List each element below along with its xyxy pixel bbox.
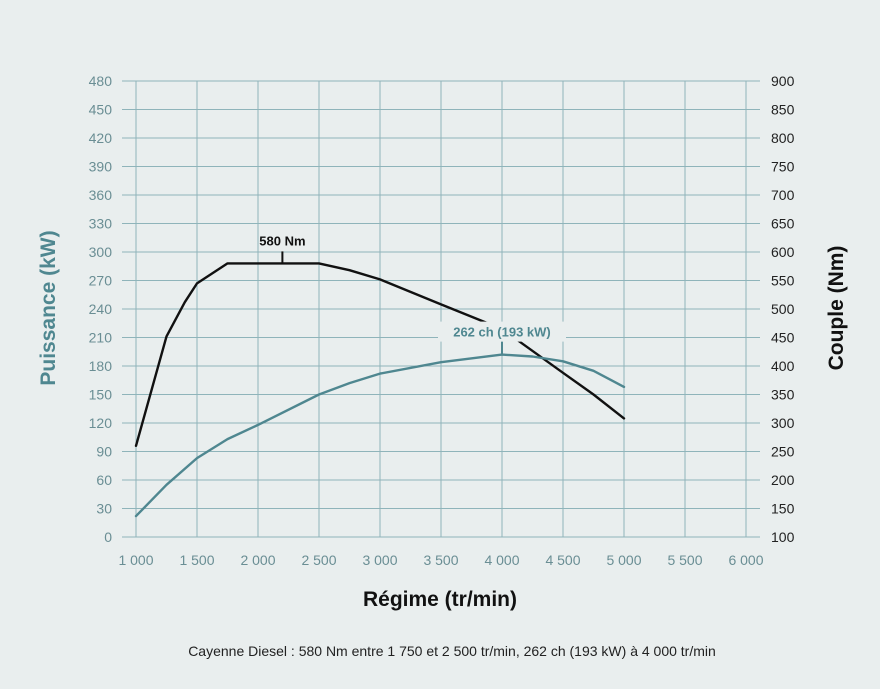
- grid: [122, 80, 760, 538]
- y-right-tick-label: 450: [771, 330, 795, 346]
- y-right-tick-label: 200: [771, 472, 795, 488]
- x-tick-label: 3 000: [362, 552, 397, 568]
- x-tick-label: 4 500: [545, 552, 580, 568]
- power-annotation-label: 262 ch (193 kW): [453, 325, 551, 340]
- y-left-tick-label: 30: [96, 501, 112, 517]
- annotations: 580 Nm 262 ch (193 kW): [259, 233, 566, 355]
- y-right-tick-label: 100: [771, 529, 795, 545]
- y-left-tick-label: 0: [104, 529, 112, 545]
- y-right-tick-label: 500: [771, 301, 795, 317]
- y-left-tick-label: 180: [89, 358, 113, 374]
- y-axis-right-title: Couple (Nm): [825, 246, 848, 371]
- y-right-tick-label: 150: [771, 501, 795, 517]
- y-left-tick-label: 150: [89, 387, 113, 403]
- y-left-tick-label: 90: [96, 444, 112, 460]
- y-left-tick-label: 390: [89, 159, 113, 175]
- y-right-tick-label: 250: [771, 444, 795, 460]
- torque-line: [134, 262, 626, 447]
- y-right-tick-label: 650: [771, 216, 795, 232]
- x-tick-label: 2 500: [301, 552, 336, 568]
- y-left-tick-label: 60: [96, 472, 112, 488]
- x-tick-label: 2 000: [240, 552, 275, 568]
- y-right-tick-label: 550: [771, 273, 795, 289]
- y-left-tick-label: 450: [89, 102, 113, 118]
- tick-labels: 0 30 60 90 120 150 180 210 240 270 300 330 360 390 420…: [89, 73, 795, 568]
- y-right-tick-label: 800: [771, 130, 795, 146]
- y-left-tick-label: 120: [89, 415, 113, 431]
- y-left-tick-label: 360: [89, 187, 113, 203]
- x-tick-label: 1 500: [179, 552, 214, 568]
- x-tick-label: 6 000: [728, 552, 763, 568]
- y-left-tick-label: 480: [89, 73, 113, 89]
- y-left-tick-label: 270: [89, 273, 113, 289]
- x-tick-label: 3 500: [423, 552, 458, 568]
- y-right-tick-label: 600: [771, 244, 795, 260]
- y-right-tick-label: 400: [771, 358, 795, 374]
- y-right-tick-label: 300: [771, 415, 795, 431]
- y-left-tick-label: 300: [89, 244, 113, 260]
- y-left-tick-label: 210: [89, 330, 113, 346]
- y-left-tick-label: 420: [89, 130, 113, 146]
- x-tick-label: 5 500: [667, 552, 702, 568]
- y-right-tick-label: 750: [771, 159, 795, 175]
- chart-caption: Cayenne Diesel : 580 Nm entre 1 750 et 2…: [188, 643, 716, 659]
- x-tick-label: 1 000: [118, 552, 153, 568]
- y-right-tick-label: 900: [771, 73, 795, 89]
- y-right-tick-label: 850: [771, 102, 795, 118]
- power-annotation-box: [438, 321, 566, 342]
- y-right-tick-label: 350: [771, 387, 795, 403]
- y-axis-left-title: Puissance (kW): [37, 230, 60, 385]
- y-left-tick-label: 330: [89, 216, 113, 232]
- power-line: [134, 353, 626, 518]
- x-axis-title: Régime (tr/min): [363, 588, 517, 611]
- series: [134, 262, 626, 518]
- torque-annotation-label: 580 Nm: [259, 233, 305, 248]
- x-tick-label: 4 000: [484, 552, 519, 568]
- x-tick-label: 5 000: [606, 552, 641, 568]
- y-left-tick-label: 240: [89, 301, 113, 317]
- y-right-tick-label: 700: [771, 187, 795, 203]
